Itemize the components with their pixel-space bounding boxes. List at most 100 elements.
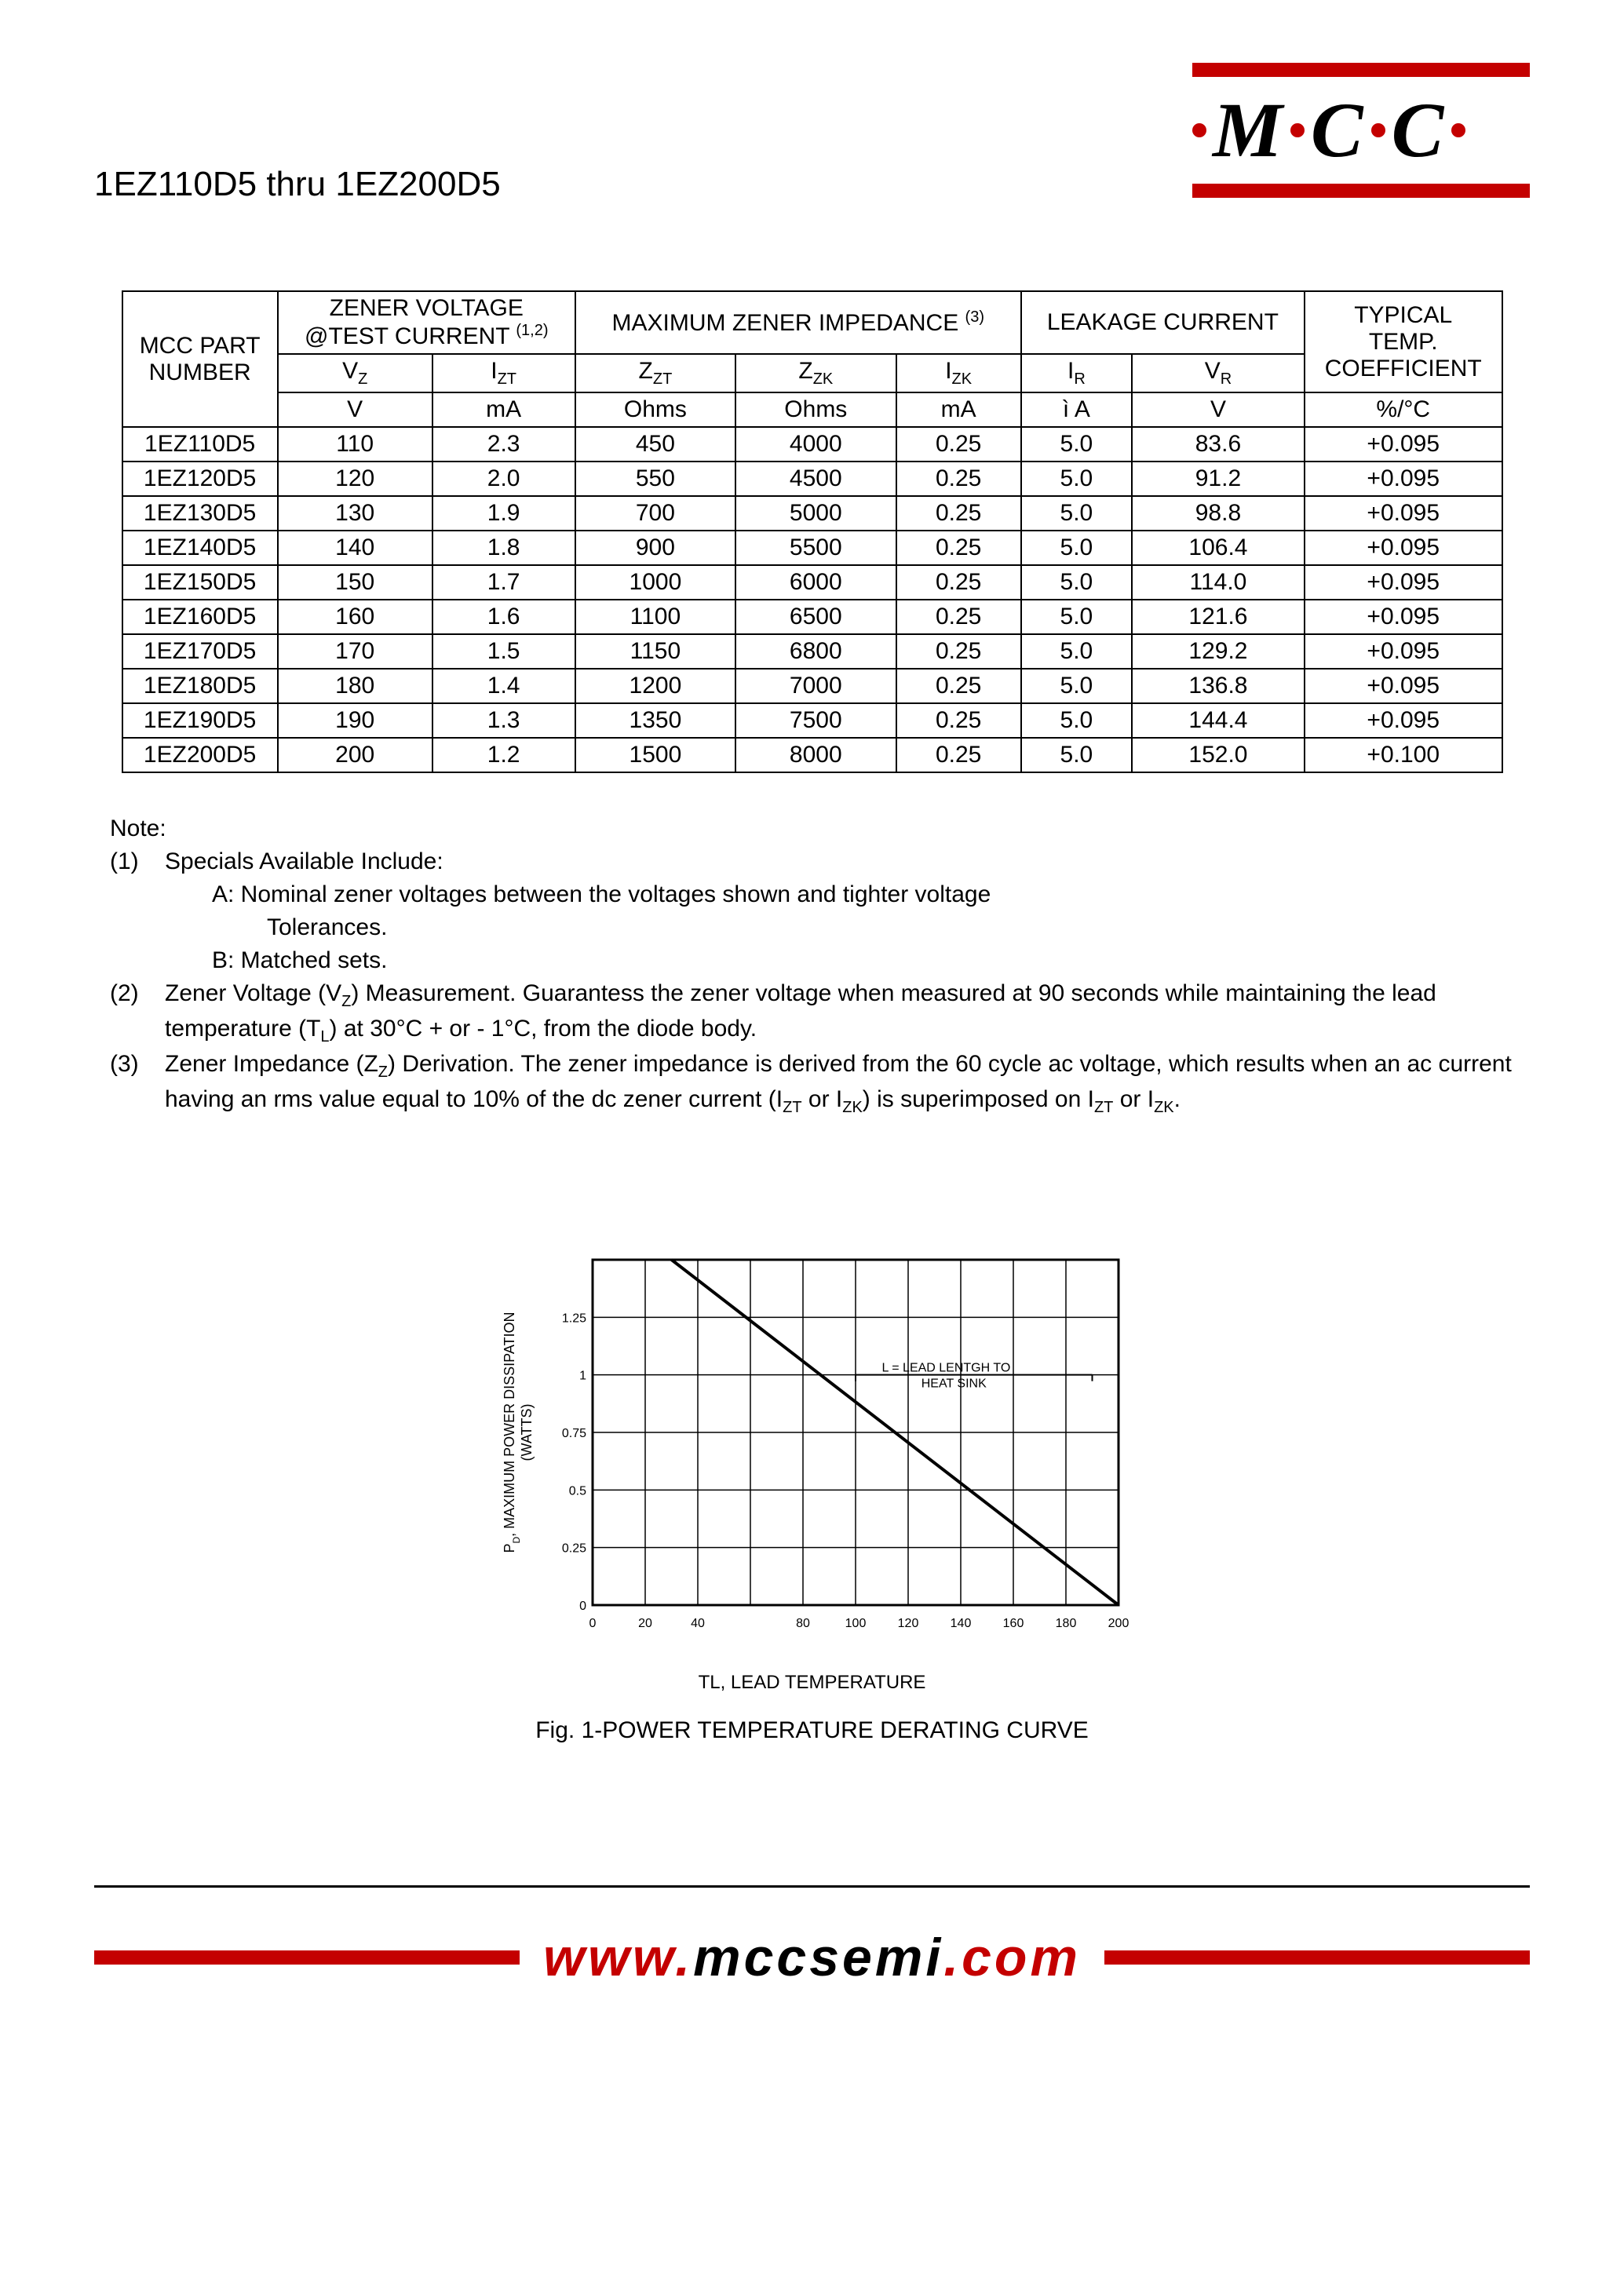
table-row: 1EZ140D51401.890055000.255.0106.4+0.095 [122,531,1502,565]
chart-area: 020408010012014016018020000.250.50.7511.… [94,1244,1530,1744]
note-text: Zener Impedance (ZZ) Derivation. The zen… [165,1048,1530,1118]
logo-text: M C C [1192,91,1530,170]
table-cell: 1EZ180D5 [122,669,278,703]
svg-text:0.25: 0.25 [561,1542,586,1556]
table-cell: 5500 [735,531,896,565]
unit-cell: V [278,392,432,427]
svg-text:160: 160 [1002,1617,1024,1630]
table-row: 1EZ180D51801.4120070000.255.0136.8+0.095 [122,669,1502,703]
table-cell: 0.25 [896,600,1021,634]
svg-text:PD, MAXIMUM POWER DISSIPATION(: PD, MAXIMUM POWER DISSIPATION(WATTS) [502,1312,535,1552]
table-cell: 0.25 [896,634,1021,669]
table-cell: 98.8 [1132,496,1305,531]
table-cell: 1EZ160D5 [122,600,278,634]
logo-dot-icon [1451,123,1465,137]
table-cell: 0.25 [896,565,1021,600]
table-row: 1EZ160D51601.6110065000.255.0121.6+0.095 [122,600,1502,634]
table-cell: 1EZ110D5 [122,427,278,462]
table-cell: 0.25 [896,531,1021,565]
table-cell: +0.095 [1305,565,1502,600]
note-subline: Tolerances. [165,911,1530,944]
svg-text:1.25: 1.25 [561,1312,586,1325]
table-cell: 1.9 [432,496,575,531]
table-row: 1EZ190D51901.3135075000.255.0144.4+0.095 [122,703,1502,738]
table-cell: 6800 [735,634,896,669]
table-cell: 200 [278,738,432,772]
table-cell: +0.095 [1305,462,1502,496]
table-cell: 0.25 [896,496,1021,531]
unit-cell: mA [432,392,575,427]
note-item: (3) Zener Impedance (ZZ) Derivation. The… [110,1048,1530,1118]
spec-table-wrap: MCC PARTNUMBER ZENER VOLTAGE@TEST CURREN… [94,290,1530,773]
table-cell: 5.0 [1021,703,1132,738]
svg-text:40: 40 [691,1617,705,1630]
sym-izk: IZK [896,354,1021,392]
table-cell: 1EZ140D5 [122,531,278,565]
note-item: (1) Specials Available Include: A: Nomin… [110,845,1530,977]
table-header-row-1: MCC PARTNUMBER ZENER VOLTAGE@TEST CURREN… [122,291,1502,354]
logo-dot-icon [1371,123,1385,137]
table-cell: 83.6 [1132,427,1305,462]
sym-zzt: ZZT [575,354,735,392]
table-cell: 550 [575,462,735,496]
table-cell: 8000 [735,738,896,772]
col-part-header: MCC PARTNUMBER [122,291,278,427]
table-cell: 0.25 [896,738,1021,772]
table-cell: 0.25 [896,427,1021,462]
logo-letter: C [1311,91,1365,170]
table-cell: 5.0 [1021,565,1132,600]
table-cell: 91.2 [1132,462,1305,496]
derating-chart: 020408010012014016018020000.250.50.7511.… [491,1244,1134,1652]
table-cell: 5.0 [1021,669,1132,703]
logo-dot-icon [1192,123,1206,137]
footer-seg: mccsemi [693,1928,943,1987]
table-cell: 5.0 [1021,600,1132,634]
table-cell: +0.095 [1305,703,1502,738]
table-cell: 136.8 [1132,669,1305,703]
footer-divider [94,1885,1530,1888]
notes-section: Note: (1) Specials Available Include: A:… [110,812,1530,1118]
table-cell: 140 [278,531,432,565]
table-cell: 1.7 [432,565,575,600]
sym-ir: IR [1021,354,1132,392]
table-cell: 5.0 [1021,634,1132,669]
svg-text:180: 180 [1055,1617,1076,1630]
svg-text:0.75: 0.75 [561,1427,586,1440]
unit-cell: Ohms [735,392,896,427]
footer-seg: www. [543,1928,693,1987]
table-body: 1EZ110D51102.345040000.255.083.6+0.0951E… [122,427,1502,772]
table-header-row-2: VZ IZT ZZT ZZK IZK IR VR [122,354,1502,392]
logo-dot-icon [1290,123,1305,137]
table-cell: 129.2 [1132,634,1305,669]
table-cell: +0.095 [1305,669,1502,703]
table-row: 1EZ200D52001.2150080000.255.0152.0+0.100 [122,738,1502,772]
table-cell: 7500 [735,703,896,738]
table-cell: 106.4 [1132,531,1305,565]
svg-text:0.5: 0.5 [568,1484,586,1498]
table-cell: 7000 [735,669,896,703]
table-cell: 6000 [735,565,896,600]
unit-cell: mA [896,392,1021,427]
table-cell: 5.0 [1021,738,1132,772]
col-leakage-header: LEAKAGE CURRENT [1021,291,1305,354]
table-cell: +0.100 [1305,738,1502,772]
table-cell: 170 [278,634,432,669]
table-cell: 0.25 [896,703,1021,738]
table-row: 1EZ120D51202.055045000.255.091.2+0.095 [122,462,1502,496]
unit-cell: V [1132,392,1305,427]
table-cell: 4000 [735,427,896,462]
table-cell: 152.0 [1132,738,1305,772]
table-cell: 1EZ200D5 [122,738,278,772]
spec-table: MCC PARTNUMBER ZENER VOLTAGE@TEST CURREN… [122,290,1503,773]
chart-xlabel: TL, LEAD TEMPERATURE [94,1672,1530,1694]
table-cell: +0.095 [1305,634,1502,669]
table-cell: +0.095 [1305,496,1502,531]
note-subline: B: Matched sets. [165,944,1530,977]
table-row: 1EZ110D51102.345040000.255.083.6+0.095 [122,427,1502,462]
svg-text:20: 20 [638,1617,652,1630]
table-cell: 1000 [575,565,735,600]
col-zener-voltage-header: ZENER VOLTAGE@TEST CURRENT (1,2) [278,291,575,354]
unit-cell: %/°C [1305,392,1502,427]
table-cell: 144.4 [1132,703,1305,738]
page-header: 1EZ110D5 thru 1EZ200D5 M C C [94,63,1530,204]
